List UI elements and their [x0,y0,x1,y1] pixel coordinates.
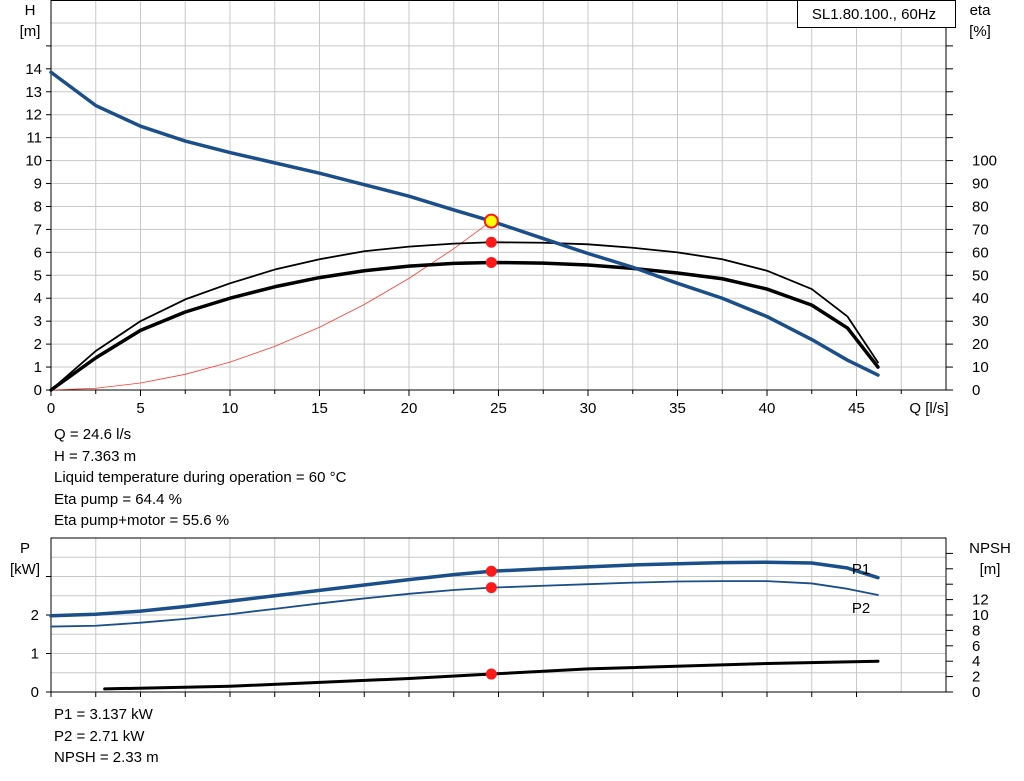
y-axis-unit: [kW] [10,561,40,578]
y2-tick-label: 60 [972,244,989,261]
y-tick-label: 3 [34,313,42,330]
x-tick-label: 40 [759,400,776,417]
operating-point-head [483,213,499,229]
y-tick-label: 8 [34,198,42,215]
series-line-p1 [49,560,880,618]
series-line-h [49,70,880,377]
info-eta-pump: Eta pump = 64.4 % [54,490,182,508]
x-tick-label: 0 [47,400,55,417]
y2-tick-label: 10 [972,607,989,624]
y-tick-label: 13 [25,84,42,101]
y-axis-label: H [25,2,36,19]
operating-point-info: Q = 24.6 l/s H = 7.363 m Liquid temperat… [54,424,346,532]
y-tick-label: 2 [31,607,39,624]
x-tick-label: 5 [136,400,144,417]
operating-point-p2 [485,582,497,594]
x-axis-label: Q [l/s] [909,400,948,417]
y2-tick-label: 8 [972,622,980,639]
y2-tick-label: 12 [972,592,989,609]
series-label-p2: P2 [852,600,870,617]
y-tick-label: 2 [34,336,42,353]
y2-tick-label: 10 [972,359,989,376]
y2-axis-unit: [%] [969,23,991,40]
series-line-eta-pump-motor [49,260,880,392]
y2-tick-label: 90 [972,176,989,193]
x-tick-label: 15 [311,400,328,417]
info-eta-total: Eta pump+motor = 55.6 % [54,512,230,529]
operating-point-p1 [485,565,497,577]
title-box [797,0,956,28]
y2-tick-label: 70 [972,221,989,238]
y-tick-label: 4 [34,290,42,307]
y2-tick-label: 100 [972,153,997,170]
x-tick-label: 35 [669,400,686,417]
chart-title: SL1.80.100., 60Hz [812,6,936,23]
y2-tick-label: 40 [972,290,989,307]
y-tick-label: 1 [34,359,42,376]
y2-tick-label: 6 [972,638,980,655]
series-line-system-curve [50,220,492,391]
operating-point-eta-total [485,256,497,268]
series-line-p2 [50,580,879,628]
y-tick-label: 10 [25,153,42,170]
y2-tick-label: 30 [972,313,989,330]
y2-tick-label: 0 [972,382,980,399]
x-tick-label: 45 [848,400,865,417]
power-info: P1 = 3.137 kW P2 = 2.71 kW NPSH = 2.33 m [54,704,159,769]
info-npsh: NPSH = 2.33 m [54,749,159,766]
y2-tick-label: 20 [972,336,989,353]
x-tick-label: 30 [580,400,597,417]
y2-tick-label: 2 [972,669,980,686]
x-tick-label: 20 [401,400,418,417]
info-p1: P1 = 3.137 kW [54,706,153,723]
info-head: H = 7.363 m [54,447,137,465]
y-axis-label: P [20,540,30,557]
series-label-p1: P1 [852,561,870,578]
operating-point-eta-pump [485,236,497,248]
operating-point-npsh [485,668,497,680]
y-tick-label: 0 [34,382,42,399]
y2-tick-label: 4 [972,653,980,670]
y2-tick-label: 0 [972,684,980,701]
y-tick-label: 6 [34,244,42,261]
y-tick-label: 0 [31,684,39,701]
x-tick-label: 25 [490,400,507,417]
y-tick-label: 1 [31,646,39,663]
y-tick-label: 7 [34,221,42,238]
y-tick-label: 14 [25,61,42,78]
y2-axis-label: eta [970,2,992,19]
y-tick-label: 11 [26,130,42,147]
info-temperature: Liquid temperature during operation = 60… [54,469,347,486]
series-line-eta-pump [50,241,879,391]
y2-axis-label: NPSH [969,540,1011,557]
y-axis-unit: [m] [20,23,41,40]
y2-tick-label: 50 [972,267,989,284]
y-tick-label: 5 [34,267,42,284]
y-tick-label: 9 [34,176,42,193]
y-tick-label: 12 [25,107,42,124]
y2-tick-label: 80 [972,198,989,215]
x-tick-label: 10 [222,400,239,417]
info-flow: Q = 24.6 l/s [54,426,132,443]
y2-axis-unit: [m] [980,561,1001,578]
info-p2: P2 = 2.71 kW [54,727,145,745]
